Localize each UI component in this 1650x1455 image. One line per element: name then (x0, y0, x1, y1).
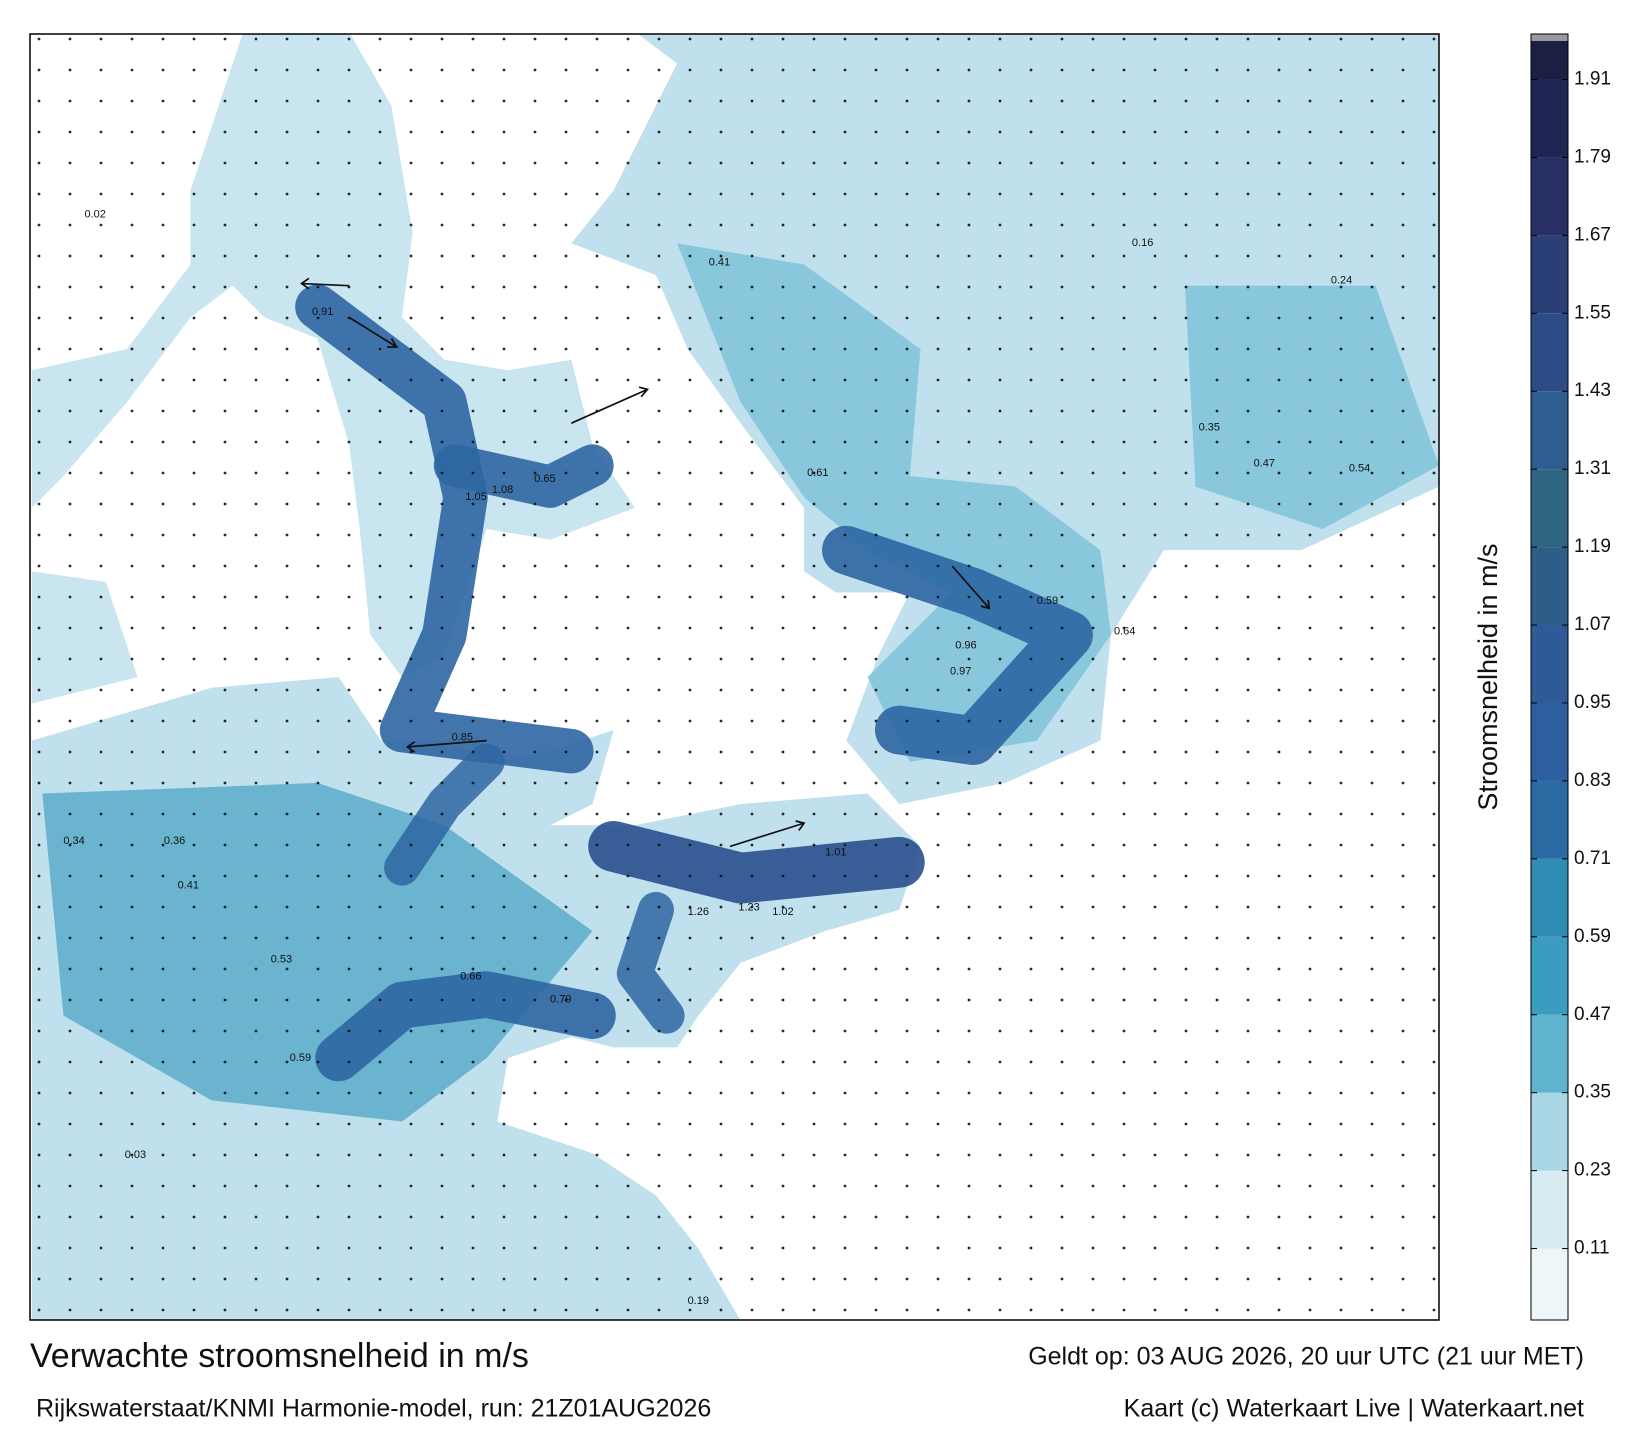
colorbar-tick-label: 0.59 (1574, 926, 1611, 947)
colorbar-band (1531, 79, 1568, 158)
colorbar-tick-label: 1.19 (1574, 536, 1611, 557)
speed-label: 0.91 (312, 306, 333, 318)
speed-label: 0.66 (460, 970, 481, 982)
colorbar-tick-label: 0.35 (1574, 1082, 1611, 1103)
speed-label: 0.02 (85, 209, 106, 221)
colorbar-cap (1531, 34, 1568, 41)
credit: Kaart (c) Waterkaart Live | Waterkaart.n… (1124, 1395, 1584, 1423)
colorbar-tick-label: 1.67 (1574, 224, 1611, 245)
speed-label: 0.03 (125, 1149, 146, 1161)
colorbar-band (1531, 41, 1568, 80)
speed-label: 0.41 (178, 879, 199, 891)
speed-label: 0.85 (452, 731, 473, 743)
speed-label: 0.41 (709, 256, 730, 268)
map-subtitle: Rijkswaterstaat/KNMI Harmonie-model, run… (36, 1395, 711, 1423)
colorbar-band (1531, 391, 1568, 470)
speed-label: 1.05 (465, 491, 486, 503)
speed-label: 0.19 (688, 1295, 709, 1307)
speed-label: 0.53 (271, 954, 292, 966)
colorbar-tick-label: 0.11 (1574, 1238, 1610, 1259)
colorbar-band (1531, 780, 1568, 859)
colorbar-tick-label: 0.47 (1574, 1004, 1611, 1025)
colorbar-band (1531, 1092, 1568, 1171)
map-labels: 0.91 1.05 1.08 0.65 0.96 0.97 1.01 1.26 1.23 1.02… (63, 209, 1370, 1308)
speed-label: 0.47 (1254, 457, 1275, 469)
colorbar-band (1531, 469, 1568, 548)
colorbar-band (1531, 858, 1568, 937)
colorbar-band (1531, 1014, 1568, 1093)
colorbar-band (1531, 702, 1568, 781)
colorbar-band (1531, 1248, 1568, 1320)
speed-label: 0.65 (534, 473, 555, 485)
map-title: Verwachte stroomsnelheid in m/s (30, 1337, 529, 1375)
speed-label: 0.35 (1199, 421, 1220, 433)
speed-label: 0.54 (1349, 463, 1370, 475)
colorbar-tick-label: 1.79 (1574, 146, 1611, 167)
colorbar-label: Stroomsnelheid in m/s (1473, 543, 1503, 810)
speed-label: 0.36 (164, 835, 185, 847)
map (30, 34, 1439, 1320)
colorbar-tick-label: 0.71 (1574, 848, 1611, 869)
colorbar-band (1531, 157, 1568, 236)
speed-label: 0.61 (807, 467, 828, 479)
speed-label: 1.26 (688, 906, 709, 918)
colorbar-band (1531, 1170, 1568, 1249)
colorbar-tick-label: 1.91 (1574, 68, 1611, 89)
colorbar-band (1531, 936, 1568, 1015)
speed-label: 0.16 (1132, 237, 1153, 249)
colorbar-tick-label: 1.55 (1574, 302, 1611, 323)
colorbar-band (1531, 235, 1568, 314)
colorbar-frame (1530, 33, 1569, 1321)
colorbar-band (1531, 547, 1568, 626)
speed-label: 0.96 (955, 639, 976, 651)
colorbar-tick-label: 1.31 (1574, 458, 1611, 479)
speed-label: 0.24 (1331, 274, 1352, 286)
speed-label: 0.59 (1037, 595, 1058, 607)
colorbar-band (1531, 625, 1568, 703)
speed-label: 0.97 (950, 666, 971, 678)
colorbar-band (1531, 313, 1568, 392)
map-frame (29, 33, 1440, 1321)
speed-label: 1.01 (825, 847, 846, 859)
speed-label: 0.59 (290, 1052, 311, 1064)
speed-label: 1.08 (492, 484, 513, 496)
colorbar-tick-label: 1.43 (1574, 380, 1611, 401)
speed-label: 0.34 (63, 835, 84, 847)
speed-label: 1.23 (738, 902, 759, 914)
colorbar-tick-label: 0.83 (1574, 770, 1611, 791)
speed-label: 1.02 (772, 906, 793, 918)
colorbar-tick-label: 0.23 (1574, 1160, 1611, 1181)
colorbar-tick-label: 0.95 (1574, 692, 1611, 713)
valid-time: Geldt op: 03 AUG 2026, 20 uur UTC (21 uu… (1028, 1343, 1584, 1371)
speed-label: 0.64 (1114, 626, 1135, 638)
colorbar-tick-label: 1.07 (1574, 614, 1611, 635)
speed-label: 0.79 (550, 994, 571, 1006)
